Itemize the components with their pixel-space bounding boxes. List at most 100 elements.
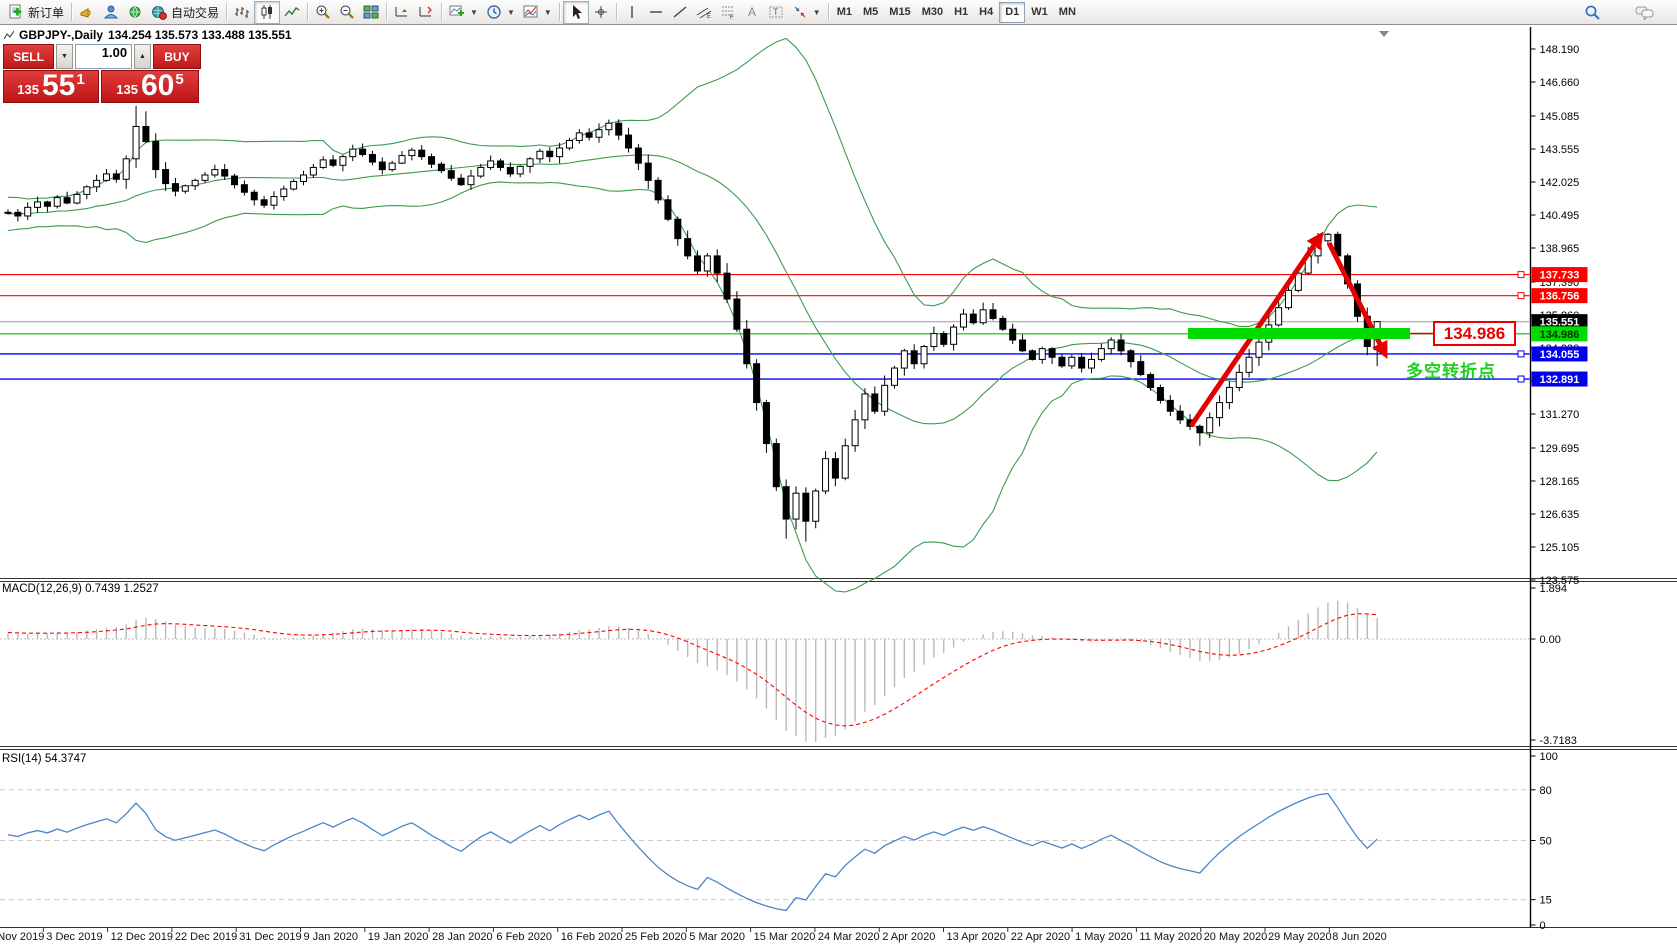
turning-point-label[interactable]: 多空转折点	[1406, 362, 1496, 381]
price-badge	[1531, 267, 1588, 283]
zoom-out-button[interactable]	[335, 2, 359, 23]
candle-body	[1156, 386, 1164, 401]
candle-body	[1216, 402, 1224, 419]
support-zone-bar[interactable]	[1188, 328, 1410, 339]
buy-price-prefix: 135	[116, 82, 138, 97]
candle-body	[329, 159, 337, 166]
volume-decrease-button[interactable]: ▼	[56, 44, 73, 69]
volume-increase-button[interactable]: ▲	[134, 44, 151, 69]
channel-icon: E	[696, 7, 712, 20]
candlestick-chart-button[interactable]	[254, 0, 281, 24]
auto-trading-button[interactable]: 自动交易	[147, 2, 223, 23]
candle-body	[881, 384, 889, 412]
equidistant-channel-button[interactable]: E	[692, 2, 716, 23]
search-button[interactable]	[1580, 2, 1605, 23]
candle-body	[792, 492, 800, 520]
signals-button[interactable]	[123, 2, 147, 23]
chat-bubbles-icon	[1635, 6, 1654, 20]
bar-chart-icon	[235, 7, 250, 18]
candle-body	[634, 147, 642, 164]
fibonacci-button[interactable]: F	[716, 2, 740, 23]
candle-body	[950, 326, 958, 345]
rsi-axis-label: 80	[1540, 785, 1552, 797]
candle-body	[93, 179, 101, 188]
cursor-button[interactable]	[562, 0, 589, 24]
periods-button[interactable]: ▼	[482, 2, 519, 23]
candle-body	[359, 148, 367, 155]
chart-shift-button[interactable]	[414, 2, 438, 23]
candle-body	[1147, 374, 1155, 388]
svg-text:F: F	[730, 15, 734, 20]
candle-body	[408, 149, 416, 157]
candle-body	[585, 132, 593, 138]
date-label: 3 Dec 2019	[46, 931, 102, 943]
candle-body	[565, 139, 573, 149]
trendline-button[interactable]	[668, 2, 692, 23]
buy-button[interactable]: BUY	[152, 44, 201, 69]
candle-body	[831, 458, 839, 479]
new-chart-icon	[449, 5, 465, 16]
date-label: 20 May 2020	[1204, 931, 1268, 943]
tile-windows-button[interactable]	[359, 2, 383, 23]
candle-body	[979, 309, 987, 324]
candle-body	[103, 173, 110, 181]
new-order-button[interactable]: 新订单	[4, 2, 68, 23]
sell-button[interactable]: SELL	[3, 44, 55, 69]
pane-labels: MACD(12,26,9) 0.7439 1.2527 RSI(14) 54.37…	[2, 583, 159, 765]
community-button[interactable]	[99, 2, 123, 23]
timeframe-button-M15[interactable]: M15	[889, 6, 911, 18]
price-axis[interactable]: 148.190 146.660 145.085 143.555 142.025 140.4…	[1517, 44, 1588, 587]
rsi-line	[7, 792, 1378, 912]
candle-body	[674, 218, 682, 240]
main-toolbar: 新订单 自动交易	[0, 0, 1677, 25]
candle-body	[595, 129, 603, 138]
indicators-button[interactable]: ▼	[519, 2, 556, 23]
candle-body	[368, 153, 376, 163]
alerts-button[interactable]	[75, 2, 99, 23]
horizontal-line-button[interactable]	[644, 2, 668, 23]
support-price-label[interactable]: 134.986	[1433, 321, 1516, 346]
new-chart-button[interactable]: ▼	[445, 2, 482, 23]
volume-input[interactable]: 1.00	[74, 44, 133, 69]
date-label: 22 Dec 2019	[175, 931, 237, 943]
dropdown-arrow: ▼	[506, 7, 515, 17]
rsi-axis-label: 50	[1540, 836, 1552, 848]
date-label: 28 Jan 2020	[432, 931, 493, 943]
rsi-axis-label: 0	[1540, 920, 1546, 932]
vertical-line-button[interactable]	[620, 2, 644, 23]
sell-quote-button[interactable]: 135 55 1	[3, 70, 99, 103]
timeframe-button-H4[interactable]: H4	[979, 6, 994, 18]
timeframe-button-W1[interactable]: W1	[1031, 6, 1048, 18]
timeframe-button-M5[interactable]: M5	[863, 6, 879, 18]
candle-body	[851, 419, 859, 447]
chat-button[interactable]	[1631, 2, 1659, 23]
timeframe-button-M1[interactable]: M1	[836, 6, 852, 18]
svg-text:E: E	[707, 14, 711, 20]
zoom-in-button[interactable]	[311, 2, 335, 23]
bar-chart-button[interactable]	[230, 2, 254, 23]
candle-body	[694, 255, 701, 272]
candle-body	[1127, 350, 1135, 363]
text-label-button[interactable]: T	[764, 2, 788, 23]
auto-scroll-button[interactable]	[390, 2, 414, 23]
price-tick-label: 125.105	[1540, 542, 1580, 554]
text-button[interactable]: A	[740, 2, 764, 23]
crosshair-button[interactable]	[589, 2, 613, 23]
signal-globe-icon	[129, 6, 141, 18]
candle-body	[999, 317, 1007, 330]
auto-trading-icon	[152, 6, 167, 20]
price-tick-label: 148.190	[1540, 44, 1580, 56]
line-chart-button[interactable]	[280, 2, 304, 23]
timeframe-button-MN[interactable]: MN	[1058, 6, 1076, 18]
timeframe-button-D1[interactable]: D1	[999, 1, 1026, 23]
arrows-button[interactable]: ▼	[788, 2, 825, 23]
candle-body	[891, 367, 898, 386]
timeframe-button-M30[interactable]: M30	[921, 6, 944, 18]
candle-body	[910, 350, 918, 365]
candle-body	[221, 169, 229, 177]
price-badge-text: 134.055	[1540, 349, 1580, 361]
buy-quote-button[interactable]: 135 60 5	[101, 70, 199, 103]
timeframe-button-H1[interactable]: H1	[954, 6, 969, 18]
